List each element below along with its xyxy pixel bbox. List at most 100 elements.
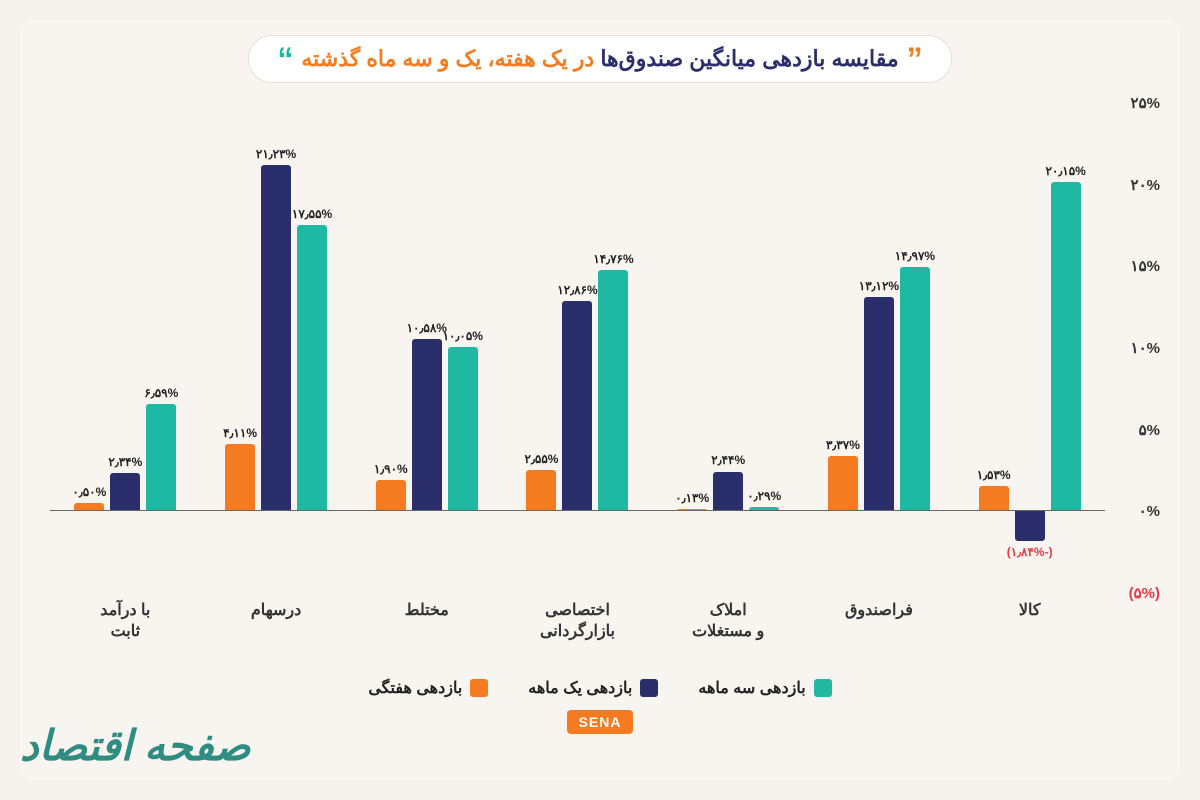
bar-value-label: ۰٫۱۳% (675, 491, 709, 505)
bar (376, 480, 406, 511)
x-label: مختلط (351, 601, 502, 643)
bar (526, 470, 556, 512)
legend-swatch (470, 679, 488, 697)
bar-value-label: ۱٫۹۰% (374, 462, 408, 476)
bar-value-label: ۱۷٫۵۵% (292, 207, 332, 221)
bar-wrap: ۱۲٫۸۶% (562, 103, 592, 593)
y-axis: ۲۵%۲۰%۱۵%۱۰%۵%۰%(۵%) (1110, 103, 1160, 593)
bar-value-label: ۲٫۳۴% (108, 455, 142, 469)
y-tick: ۰% (1139, 502, 1160, 520)
bar-wrap: ۱۰٫۰۵% (448, 103, 478, 593)
y-tick: ۲۰% (1131, 176, 1160, 194)
x-label: اختصاصیبازارگردانی (502, 601, 653, 643)
bar (828, 456, 858, 511)
legend-item: بازدهی هفتگی (368, 678, 488, 698)
bar-value-label: ۱۴٫۷۶% (593, 252, 633, 266)
bar (225, 444, 255, 511)
bar-value-label: (-۱٫۸۴%) (1007, 545, 1053, 559)
legend-item: بازدهی سه ماهه (698, 678, 831, 698)
bar-wrap: (-۱٫۸۴%) (1015, 103, 1045, 593)
bar-group: ۰٫۵۰% ۲٫۳۴% ۶٫۵۹% (50, 103, 201, 593)
bar-value-label: ۰٫۵۰% (72, 485, 106, 499)
y-tick: ۲۵% (1131, 94, 1160, 112)
legend-swatch (814, 679, 832, 697)
legend-item: بازدهی یک ماهه (528, 678, 658, 698)
legend: بازدهی هفتگی بازدهی یک ماهه بازدهی سه ماهه (40, 678, 1160, 698)
bar-wrap: ۱۳٫۱۲% (864, 103, 894, 593)
footer: SENA (40, 710, 1160, 734)
x-label: فراصندوق (804, 601, 955, 643)
baseline (50, 510, 1105, 511)
bar-value-label: ۱٫۵۳% (977, 468, 1011, 482)
x-label: با درآمدثابت (50, 601, 201, 643)
bar-wrap: ۰٫۲۹% (749, 103, 779, 593)
bar-group: ۱٫۵۳%(-۱٫۸۴%)۲۰٫۱۵% (954, 103, 1105, 593)
bar-wrap: ۰٫۱۳% (677, 103, 707, 593)
legend-label: بازدهی هفتگی (368, 678, 462, 698)
bar-value-label: ۲۱٫۲۳% (256, 147, 296, 161)
bar-wrap: ۱۰٫۵۸% (412, 103, 442, 593)
bar-value-label: ۰٫۲۹% (747, 489, 781, 503)
bar-value-label: ۱۲٫۸۶% (557, 283, 597, 297)
title-part1: مقایسه بازدهی میانگین صندوق‌ها (594, 46, 898, 71)
bar-wrap: ۱٫۹۰% (376, 103, 406, 593)
quote-right-icon: ” (907, 51, 923, 67)
bar-wrap: ۲۱٫۲۳% (261, 103, 291, 593)
bar-value-label: ۲۰٫۱۵% (1045, 164, 1085, 178)
legend-swatch (640, 679, 658, 697)
bar (146, 404, 176, 512)
x-label: کالا (954, 601, 1105, 643)
bar-value-label: ۱۳٫۱۲% (859, 279, 899, 293)
legend-label: بازدهی سه ماهه (698, 678, 805, 698)
chart-title: مقایسه بازدهی میانگین صندوق‌ها در یک هفت… (301, 46, 898, 72)
x-axis-labels: با درآمدثابتدرسهاممختلطاختصاصیبازارگردان… (50, 601, 1105, 643)
sena-logo: SENA (567, 710, 634, 734)
bar-wrap: ۳٫۳۷% (828, 103, 858, 593)
bar-value-label: ۱۰٫۵۸% (407, 321, 447, 335)
bar-value-label: ۱۴٫۹۷% (895, 249, 935, 263)
bar-value-label: ۶٫۵۹% (144, 386, 178, 400)
bar-value-label: ۴٫۱۱% (223, 426, 257, 440)
bar-wrap: ۱٫۵۳% (979, 103, 1009, 593)
x-label: املاکو مستغلات (653, 601, 804, 643)
y-tick: (۵%) (1129, 584, 1160, 602)
bar-wrap: ۱۴٫۷۶% (598, 103, 628, 593)
bar-value-label: ۱۰٫۰۵% (443, 329, 483, 343)
bar-group: ۳٫۳۷%۱۳٫۱۲%۱۴٫۹۷% (804, 103, 955, 593)
y-tick: ۱۵% (1131, 257, 1160, 275)
bar-wrap: ۶٫۵۹% (146, 103, 176, 593)
bar-wrap: ۰٫۵۰% (74, 103, 104, 593)
bar-value-label: ۳٫۳۷% (826, 438, 860, 452)
legend-label: بازدهی یک ماهه (528, 678, 632, 698)
bar-wrap: ۲٫۵۵% (526, 103, 556, 593)
bar (864, 297, 894, 511)
bar-value-label: ۲٫۵۵% (525, 452, 559, 466)
y-tick: ۱۰% (1131, 339, 1160, 357)
bar (412, 339, 442, 512)
plot-region: ۰٫۵۰%۲٫۳۴%۶٫۵۹%۴٫۱۱%۲۱٫۲۳%۱۷٫۵۵%۱٫۹۰%۱۰٫… (50, 103, 1105, 593)
bar (562, 301, 592, 511)
bar-group: ۱٫۹۰% ۱۰٫۵۸%۱۰٫۰۵% (351, 103, 502, 593)
chart-plot-area: ۲۵%۲۰%۱۵%۱۰%۵%۰%(۵%) ۰٫۵۰%۲٫۳۴%۶٫۵۹%۴٫۱۱… (40, 103, 1160, 663)
bar-wrap: ۲۰٫۱۵% (1051, 103, 1081, 593)
bar-wrap: ۴٫۱۱% (225, 103, 255, 593)
bar (297, 225, 327, 512)
bar-group: ۴٫۱۱%۲۱٫۲۳%۱۷٫۵۵% (201, 103, 352, 593)
bar-value-label: ۲٫۴۴% (711, 453, 745, 467)
bar-wrap: ۱۴٫۹۷% (900, 103, 930, 593)
bar (713, 472, 743, 512)
x-label: درسهام (201, 601, 352, 643)
bar (448, 347, 478, 511)
title-part2: در یک هفته، یک و سه ماه گذشته (301, 46, 594, 71)
bar-wrap: ۲٫۴۴% (713, 103, 743, 593)
bar (1051, 182, 1081, 511)
y-tick: ۵% (1139, 421, 1160, 439)
bar (900, 267, 930, 512)
bar (1015, 511, 1045, 541)
bar-groups: ۰٫۵۰%۲٫۳۴%۶٫۵۹%۴٫۱۱%۲۱٫۲۳%۱۷٫۵۵%۱٫۹۰%۱۰٫… (50, 103, 1105, 593)
chart-container: ” مقایسه بازدهی میانگین صندوق‌ها در یک ه… (20, 20, 1180, 780)
bar (598, 270, 628, 511)
bar-wrap: ۱۷٫۵۵% (297, 103, 327, 593)
bar-group: ۲٫۵۵%۱۲٫۸۶%۱۴٫۷۶% (502, 103, 653, 593)
title-pill: ” مقایسه بازدهی میانگین صندوق‌ها در یک ه… (248, 35, 951, 83)
